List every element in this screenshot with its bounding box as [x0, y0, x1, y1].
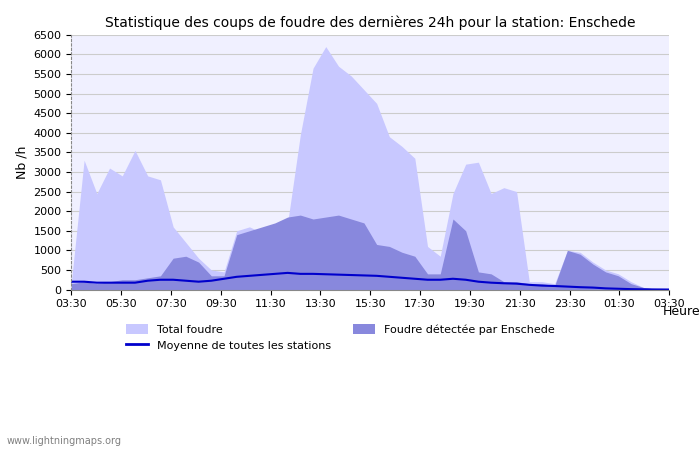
- Legend: Total foudre, Moyenne de toutes les stations, Foudre détectée par Enschede: Total foudre, Moyenne de toutes les stat…: [121, 320, 559, 356]
- Title: Statistique des coups de foudre des dernières 24h pour la station: Enschede: Statistique des coups de foudre des dern…: [105, 15, 636, 30]
- X-axis label: Heure: Heure: [662, 305, 700, 318]
- Text: www.lightningmaps.org: www.lightningmaps.org: [7, 436, 122, 446]
- Y-axis label: Nb /h: Nb /h: [15, 145, 28, 179]
